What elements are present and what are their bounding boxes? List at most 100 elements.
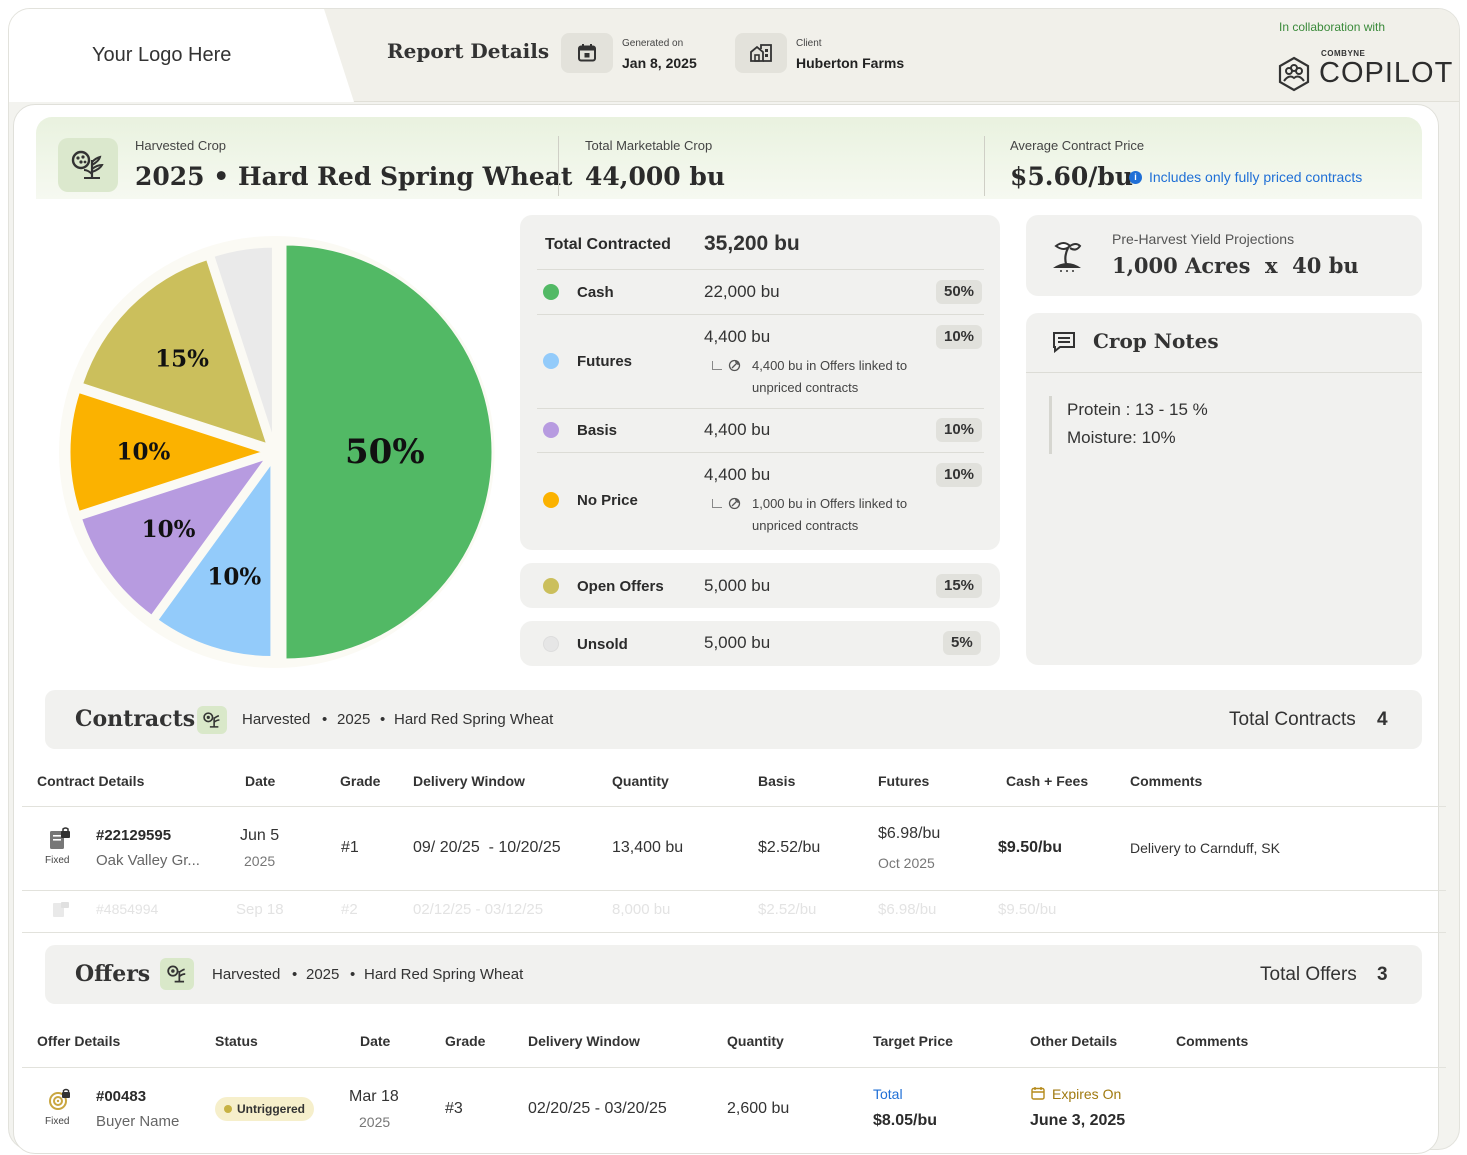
- contract-cash-fees: $9.50/bu: [998, 839, 1063, 856]
- basis-label: Basis: [577, 422, 618, 439]
- offers-title: Offers: [75, 961, 151, 987]
- no-price-qty: 4,400 bu: [704, 465, 771, 484]
- col-grade[interactable]: Grade: [445, 1033, 486, 1049]
- contract-type: Fixed: [45, 855, 70, 866]
- total-contracted-value: 35,200 bu: [704, 232, 800, 255]
- col-futures[interactable]: Futures: [878, 773, 930, 789]
- no-price-note-line2: unpriced contracts: [752, 518, 859, 533]
- pie-label-no-price: 10%: [117, 439, 171, 466]
- basis-dot: [543, 422, 559, 438]
- yield-card: [1026, 215, 1422, 296]
- crumb-separator: •: [322, 711, 328, 728]
- futures-qty: 4,400 bu: [704, 327, 771, 346]
- crumb-separator: •: [350, 966, 356, 983]
- client-value: Huberton Farms: [796, 55, 905, 71]
- no-price-dot: [543, 492, 559, 508]
- col-quantity[interactable]: Quantity: [612, 773, 669, 789]
- crumb-separator: •: [292, 966, 298, 983]
- contract-buyer: Oak Valley Gr...: [96, 852, 200, 869]
- col-comments[interactable]: Comments: [1176, 1033, 1249, 1049]
- pie-label-basis: 10%: [142, 516, 196, 543]
- contract-grade: #1: [341, 839, 359, 856]
- contract-date: Jun 5: [240, 827, 280, 844]
- report-title: Report Details: [387, 39, 550, 63]
- contract-id[interactable]: #22129595: [96, 827, 172, 844]
- table-header-rule: [22, 1067, 1446, 1068]
- client-label: Client: [796, 38, 822, 49]
- open-offers-label: Open Offers: [577, 578, 664, 595]
- futures-dot: [543, 353, 559, 369]
- target-price-value: $8.05/bu: [873, 1112, 938, 1129]
- link-elbow: [712, 499, 722, 508]
- pie-slice-cash: [283, 242, 495, 662]
- yield-value: 1,000 Acres x 40 bu: [1112, 253, 1359, 278]
- pie-svg: 50% 10% 10% 10% 15%: [59, 236, 495, 668]
- futures-label: Futures: [577, 353, 633, 370]
- unsold-label: Unsold: [577, 636, 628, 653]
- offers-crumb-crop: Hard Red Spring Wheat: [364, 966, 524, 983]
- divider: [1026, 372, 1422, 373]
- marketable-crop-value: 44,000 bu: [585, 162, 726, 191]
- report-header: Your Logo Here Report Details Generated …: [9, 9, 1459, 102]
- table-header-rule: [22, 806, 1446, 807]
- offer-id[interactable]: #00483: [96, 1088, 147, 1105]
- col-basis[interactable]: Basis: [758, 773, 796, 789]
- seedling-icon: [1053, 242, 1082, 272]
- contracts-section-bar: [45, 690, 1422, 749]
- col-grade[interactable]: Grade: [340, 773, 381, 789]
- allocation-pie-chart: 50% 10% 10% 10% 15%: [55, 232, 495, 672]
- offers-section-bar: [45, 945, 1422, 1004]
- col-date[interactable]: Date: [245, 773, 276, 789]
- crumb-separator: •: [380, 711, 386, 728]
- wheat-crop-icon: [160, 958, 194, 990]
- avg-price-info: Includes only fully priced contracts: [1149, 169, 1363, 185]
- contract-id: #4854994: [96, 901, 159, 917]
- futures-note-line1: 4,400 bu in Offers linked to: [752, 358, 908, 373]
- col-delivery-window[interactable]: Delivery Window: [413, 773, 525, 789]
- open-offers-dot: [543, 578, 559, 594]
- collab-text: In collaboration with: [1279, 20, 1386, 34]
- target-price-label: Total: [873, 1086, 903, 1102]
- col-quantity[interactable]: Quantity: [727, 1033, 784, 1049]
- offers-crumb-year: 2025: [306, 966, 340, 983]
- col-offer-details[interactable]: Offer Details: [37, 1033, 121, 1049]
- total-offers-value: 3: [1377, 964, 1388, 985]
- crop-notes-card: [1026, 313, 1422, 665]
- cash-dot: [543, 284, 559, 300]
- col-other-details[interactable]: Other Details: [1030, 1033, 1118, 1049]
- row-rule: [22, 932, 1446, 933]
- notes-icon: [1053, 332, 1075, 353]
- col-status[interactable]: Status: [215, 1033, 258, 1049]
- fixed-contract-icon: [53, 902, 69, 917]
- generated-value: Jan 8, 2025: [622, 55, 697, 71]
- col-target-price[interactable]: Target Price: [873, 1033, 953, 1049]
- unsold-qty: 5,000 bu: [704, 633, 771, 652]
- total-offers-label: Total Offers: [1260, 964, 1357, 985]
- offer-quantity: 2,600 bu: [727, 1100, 790, 1117]
- col-cash-fees[interactable]: Cash + Fees: [1006, 773, 1089, 789]
- avg-price-value: $5.60/bu: [1010, 162, 1134, 191]
- avg-price-label: Average Contract Price: [1010, 138, 1145, 153]
- col-contract-details[interactable]: Contract Details: [37, 773, 145, 789]
- marketable-crop-label: Total Marketable Crop: [585, 138, 713, 153]
- info-icon[interactable]: i: [1129, 171, 1142, 184]
- generated-label: Generated on: [622, 38, 684, 49]
- note-protein: Protein : 13 - 15 %: [1067, 400, 1208, 419]
- offer-type: Fixed: [45, 1116, 70, 1127]
- open-offers-card: [520, 563, 1000, 608]
- contract-comments: Delivery to Carnduff, SK: [1130, 840, 1280, 856]
- divider: [537, 269, 984, 270]
- total-contracts-label: Total Contracts: [1229, 709, 1356, 730]
- col-delivery-window[interactable]: Delivery Window: [528, 1033, 640, 1049]
- link-elbow: [712, 361, 722, 370]
- brand-product: COPILOT: [1319, 57, 1454, 89]
- futures-pct: 10%: [936, 325, 983, 349]
- wheat-crop-icon: [58, 138, 118, 192]
- pie-slice-futures: [154, 456, 274, 660]
- contract-grade: #2: [341, 901, 358, 918]
- offers-crumb-status: Harvested: [212, 966, 281, 983]
- col-date[interactable]: Date: [360, 1033, 391, 1049]
- crop-notes-title: Crop Notes: [1093, 329, 1219, 353]
- no-price-note-line1: 1,000 bu in Offers linked to: [752, 496, 908, 511]
- col-comments[interactable]: Comments: [1130, 773, 1203, 789]
